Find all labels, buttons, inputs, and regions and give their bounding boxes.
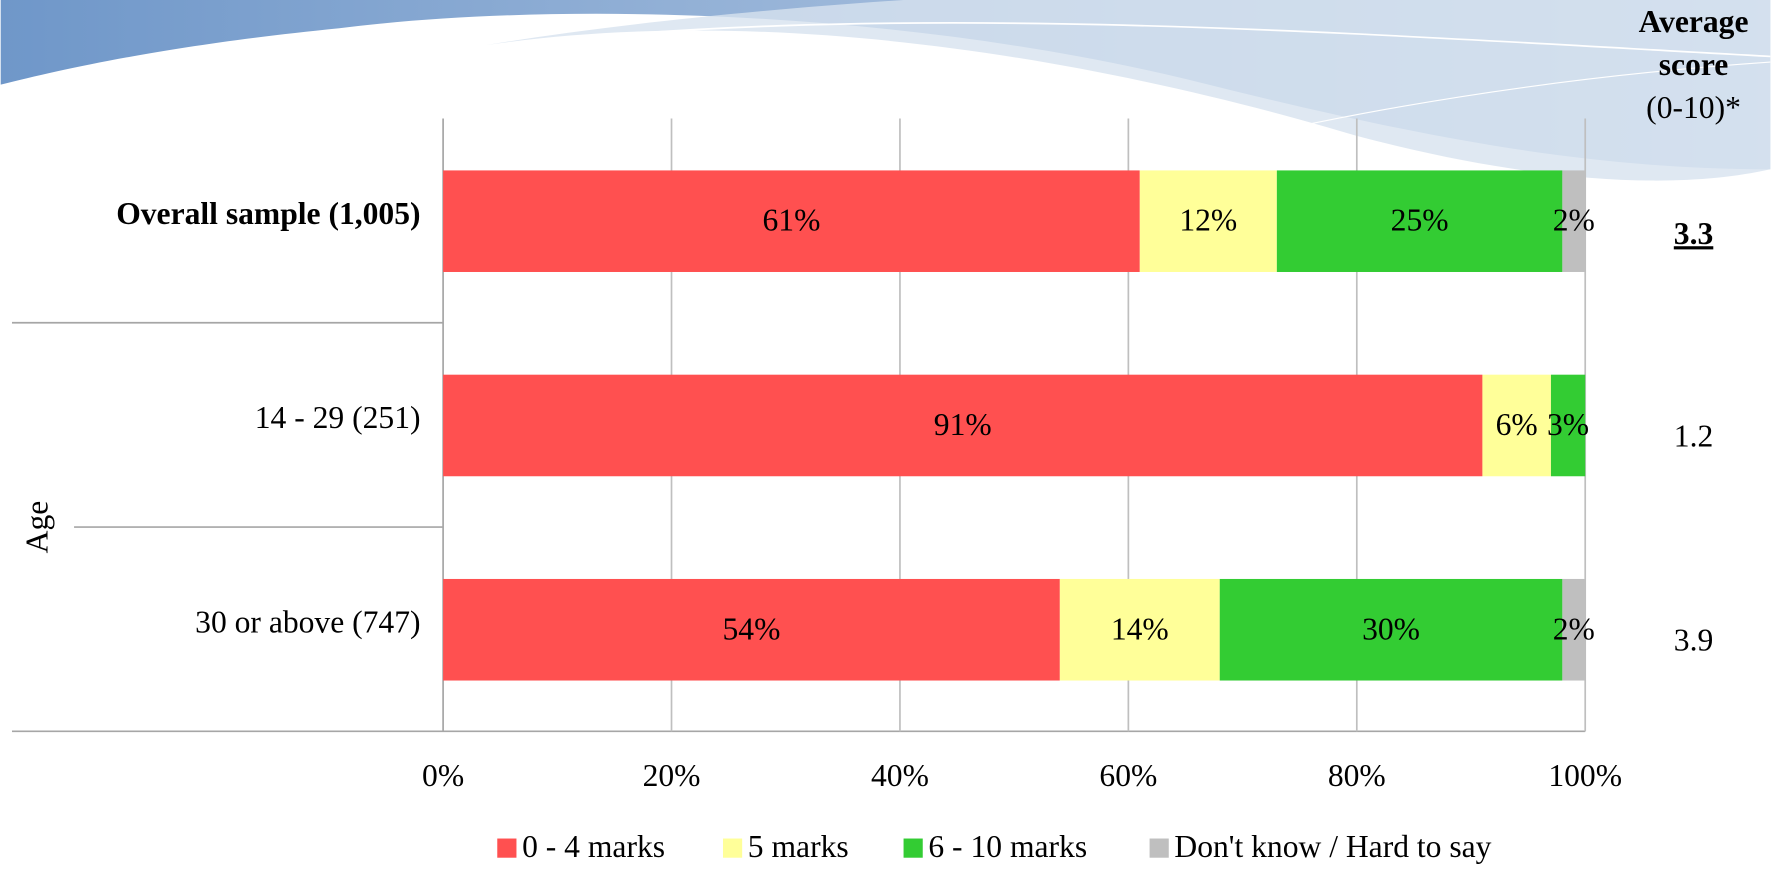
bar-segment	[1059, 578, 1220, 681]
legend-label: Don't know / Hard to say	[1174, 829, 1491, 864]
bar-segment	[1562, 170, 1586, 272]
data-label: 12%	[1179, 203, 1237, 238]
bar-segment	[1562, 578, 1586, 681]
average-header: (0-10)*	[1646, 90, 1741, 125]
data-label: 91%	[934, 407, 992, 442]
legend-swatch	[722, 838, 743, 858]
data-label: 25%	[1391, 203, 1449, 238]
average-header: Average	[1639, 4, 1749, 39]
data-label: 2%	[1553, 611, 1595, 646]
x-tick-label: 60%	[1099, 758, 1157, 793]
average-score: 1.2	[1674, 418, 1713, 453]
legend-label: 5 marks	[748, 829, 849, 864]
category-label: Overall sample (1,005)	[116, 196, 420, 231]
legend-swatch	[903, 838, 923, 858]
bar-segment	[1219, 578, 1563, 681]
legend-label: 0 - 4 marks	[522, 829, 665, 864]
category-label: 30 or above (747)	[195, 604, 420, 639]
x-tick-label: 0%	[422, 758, 464, 793]
data-label: 54%	[723, 611, 781, 646]
data-label: 2%	[1553, 203, 1595, 238]
x-tick-label: 40%	[871, 758, 929, 793]
bar-segment	[443, 170, 1140, 272]
legend-swatch	[497, 838, 517, 858]
data-label: 14%	[1111, 611, 1169, 646]
bar-segment	[1550, 374, 1586, 477]
group-label: Age	[19, 501, 54, 554]
data-label: 6%	[1496, 407, 1538, 442]
data-label: 30%	[1362, 611, 1420, 646]
x-tick-label: 100%	[1548, 758, 1622, 793]
legend-label: 6 - 10 marks	[928, 829, 1087, 864]
bar-segment	[443, 578, 1060, 681]
bar-segment	[1276, 170, 1563, 272]
bar-segment	[443, 374, 1483, 477]
category-label: 14 - 29 (251)	[255, 400, 421, 435]
bar-segment	[1482, 374, 1551, 477]
bar-segment	[1139, 170, 1277, 272]
average-score: 3.9	[1674, 623, 1713, 658]
data-label: 61%	[762, 203, 820, 238]
x-tick-label: 20%	[643, 758, 701, 793]
average-score: 3.3	[1674, 216, 1713, 251]
x-tick-label: 80%	[1328, 758, 1386, 793]
data-label: 3%	[1547, 407, 1589, 442]
average-header: score	[1659, 47, 1729, 82]
legend-swatch	[1149, 838, 1169, 858]
